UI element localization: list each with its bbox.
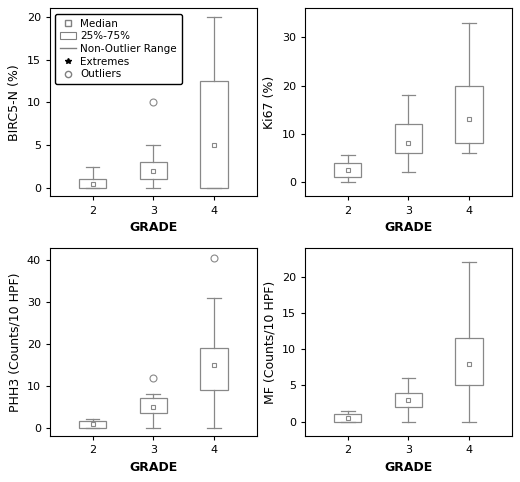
Y-axis label: BIRC5-N (%): BIRC5-N (%): [8, 64, 21, 141]
PathPatch shape: [456, 338, 483, 386]
Y-axis label: MF (Counts/10 HPF): MF (Counts/10 HPF): [264, 281, 277, 403]
PathPatch shape: [79, 179, 106, 188]
X-axis label: GRADE: GRADE: [384, 461, 433, 474]
X-axis label: GRADE: GRADE: [129, 221, 177, 234]
X-axis label: GRADE: GRADE: [384, 221, 433, 234]
PathPatch shape: [456, 85, 483, 144]
Legend: Median, 25%-75%, Non-Outlier Range, Extremes, Outliers: Median, 25%-75%, Non-Outlier Range, Extr…: [55, 13, 182, 84]
PathPatch shape: [140, 399, 167, 413]
PathPatch shape: [334, 415, 361, 422]
PathPatch shape: [140, 162, 167, 179]
Y-axis label: Ki67 (%): Ki67 (%): [264, 76, 277, 129]
X-axis label: GRADE: GRADE: [129, 461, 177, 474]
PathPatch shape: [395, 393, 422, 407]
PathPatch shape: [200, 348, 228, 390]
PathPatch shape: [334, 163, 361, 177]
PathPatch shape: [395, 124, 422, 153]
Y-axis label: PHH3 (Counts/10 HPF): PHH3 (Counts/10 HPF): [8, 272, 21, 412]
PathPatch shape: [79, 421, 106, 428]
PathPatch shape: [200, 81, 228, 188]
